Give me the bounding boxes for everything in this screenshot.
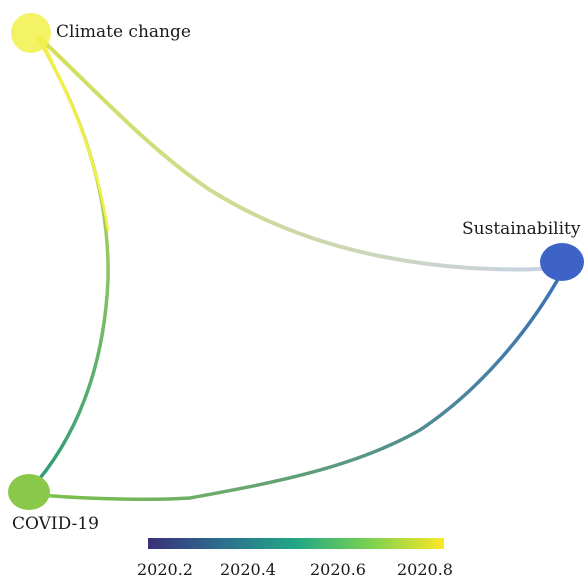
edge-climate-covid-outer xyxy=(28,36,110,492)
node-climate-change-marker xyxy=(11,13,51,53)
edge-covid-sustainability xyxy=(38,270,564,501)
node-climate-change-label: Climate change xyxy=(56,22,191,42)
edge-climate-sustainability xyxy=(38,36,550,272)
colorbar-tick-label: 2020.4 xyxy=(220,560,276,579)
edge-climate-covid-inner xyxy=(40,38,110,232)
node-sustainability-marker xyxy=(540,243,584,281)
node-sustainability-label: Sustainability xyxy=(462,219,581,239)
colorbar-tick-label: 2020.6 xyxy=(310,560,366,579)
colorbar-gradient xyxy=(148,538,444,549)
colorbar-legend: 2020.2 2020.4 2020.6 2020.8 xyxy=(137,538,453,579)
node-covid-19-marker xyxy=(8,474,50,510)
node-climate-change[interactable]: Climate change xyxy=(11,13,191,53)
colorbar-tick-label: 2020.2 xyxy=(137,560,193,579)
node-covid-19-label: COVID-19 xyxy=(12,514,99,534)
node-sustainability[interactable]: Sustainability xyxy=(462,219,584,281)
node-covid-19[interactable]: COVID-19 xyxy=(8,474,99,534)
colorbar-tick-label: 2020.8 xyxy=(397,560,453,579)
